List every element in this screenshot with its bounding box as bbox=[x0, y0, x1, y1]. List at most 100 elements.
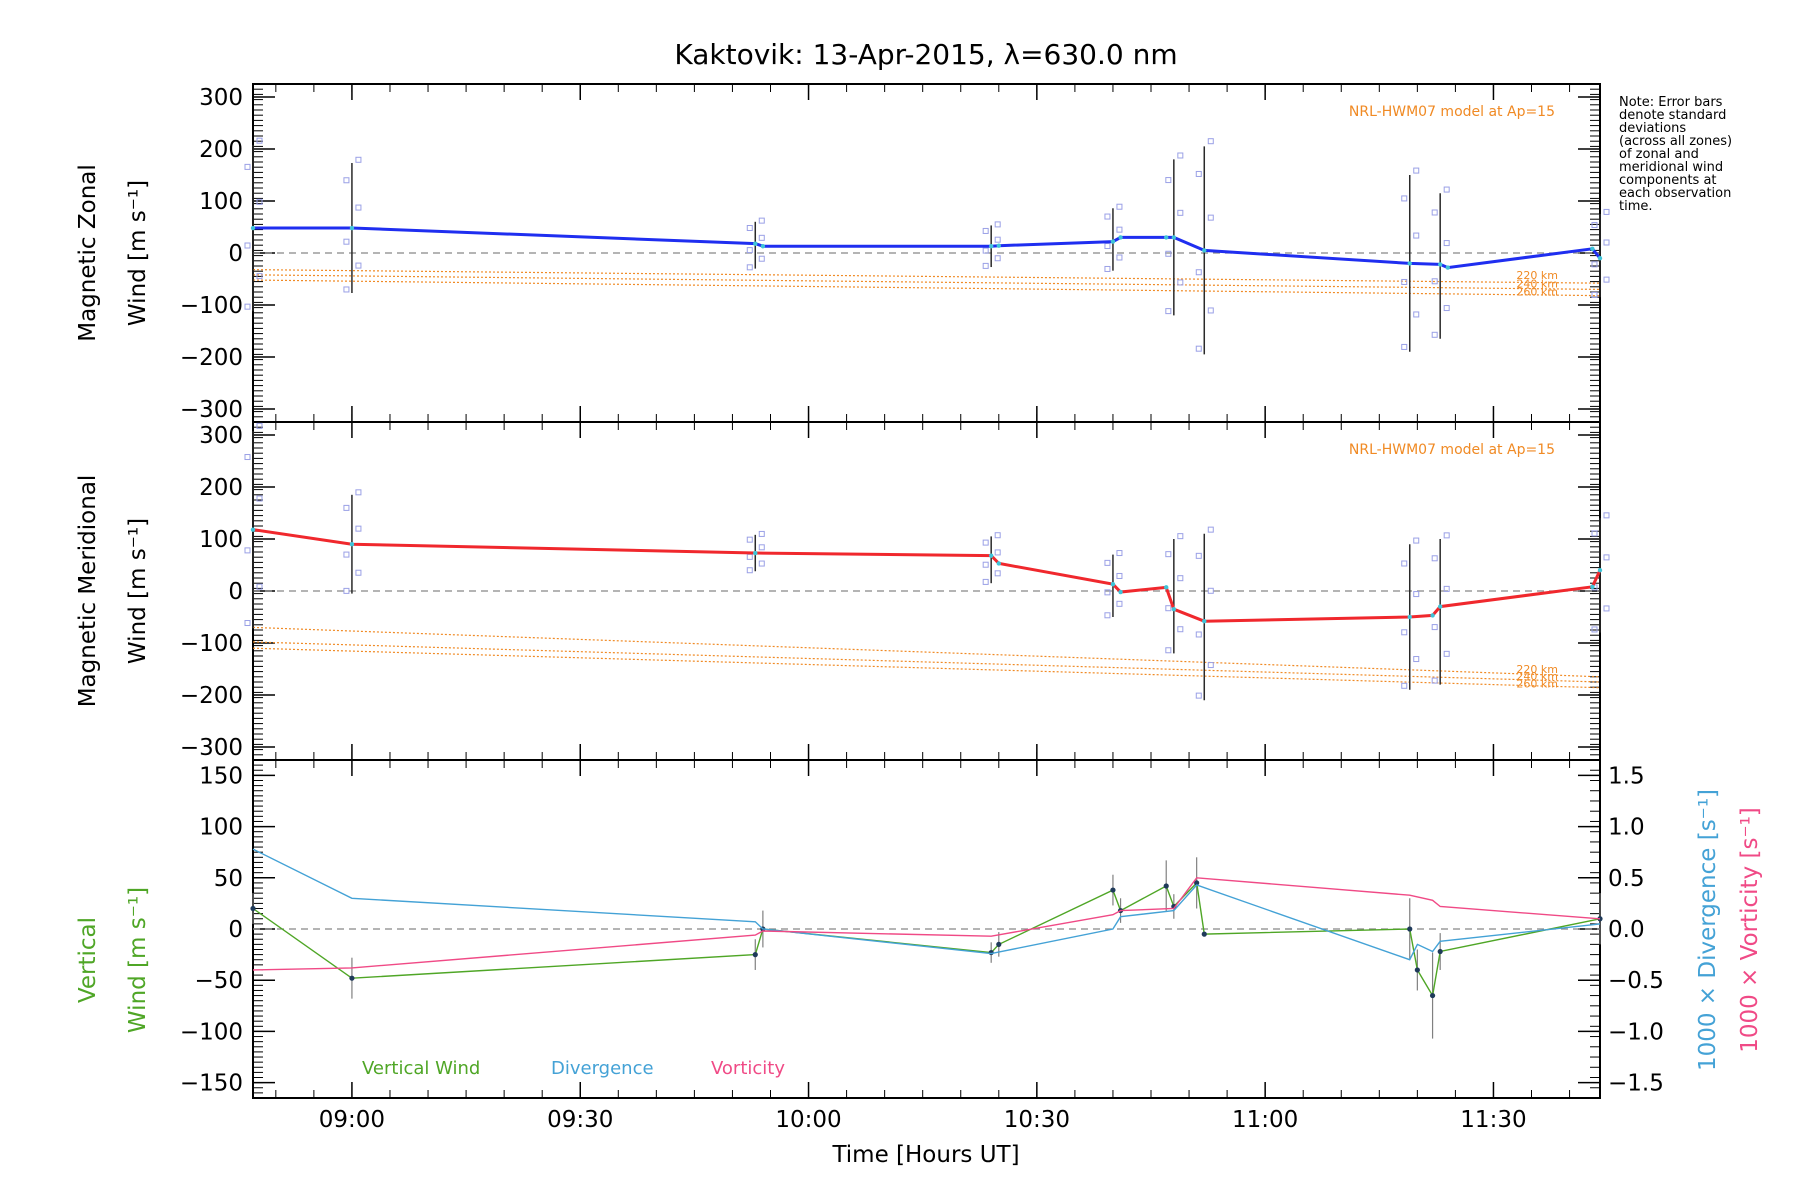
zone-marker bbox=[746, 567, 753, 574]
zone-marker bbox=[1207, 662, 1214, 669]
zone-marker bbox=[1104, 213, 1111, 220]
zone-marker bbox=[1195, 345, 1202, 352]
y-tick-label: −150 bbox=[180, 1071, 243, 1097]
y-axis-label: Vertical bbox=[75, 917, 101, 1003]
zone-marker bbox=[1413, 167, 1420, 174]
zone-marker bbox=[343, 286, 350, 293]
zone-marker bbox=[1177, 626, 1184, 633]
zone-marker bbox=[1207, 526, 1214, 533]
zone-marker bbox=[355, 569, 362, 576]
mean-point bbox=[988, 553, 994, 558]
mean-point bbox=[1164, 235, 1169, 240]
note-line: time. bbox=[1619, 199, 1653, 214]
series-line-vertical-wind bbox=[252, 881, 1601, 998]
model-line-label: 260 km bbox=[1516, 678, 1558, 691]
zone-marker bbox=[1177, 152, 1184, 159]
note-line: Note: Error bars bbox=[1619, 95, 1723, 110]
zone-marker bbox=[1443, 240, 1450, 247]
zone-marker bbox=[244, 454, 251, 461]
zone-marker bbox=[355, 156, 362, 163]
mean-point bbox=[1118, 589, 1123, 595]
mean-point bbox=[1597, 256, 1603, 261]
zone-marker bbox=[1177, 533, 1184, 540]
zone-marker bbox=[1603, 605, 1610, 612]
zone-marker bbox=[1603, 276, 1610, 283]
zone-marker bbox=[1195, 269, 1202, 276]
y-tick-label: 300 bbox=[199, 423, 243, 449]
zone-marker bbox=[1401, 278, 1408, 285]
zone-marker bbox=[1603, 554, 1610, 561]
x-tick-label: 09:00 bbox=[319, 1107, 385, 1133]
zone-marker bbox=[1591, 530, 1598, 537]
mean-point bbox=[1437, 262, 1443, 267]
mean-point bbox=[1110, 582, 1116, 587]
mean-point bbox=[1202, 248, 1207, 253]
y-tick-label: 100 bbox=[199, 527, 243, 553]
y-tick-label: −50 bbox=[194, 968, 243, 994]
zone-marker bbox=[1165, 308, 1172, 315]
mean-point bbox=[1202, 618, 1207, 624]
mean-point bbox=[1430, 613, 1435, 618]
zone-marker bbox=[1177, 279, 1184, 286]
vertical-wind-point bbox=[1437, 948, 1443, 955]
zone-marker bbox=[1603, 239, 1610, 246]
zone-marker bbox=[256, 198, 263, 205]
y2-tick-label: 0.5 bbox=[1608, 866, 1645, 892]
zone-marker bbox=[758, 560, 765, 567]
y-tick-label: 100 bbox=[199, 815, 243, 841]
zone-marker bbox=[982, 262, 989, 269]
zone-marker bbox=[1431, 555, 1438, 562]
zone-marker bbox=[256, 495, 263, 502]
note-line: meridional wind bbox=[1619, 160, 1724, 175]
mean-point bbox=[1110, 239, 1116, 244]
vertical-wind-point bbox=[996, 941, 1002, 947]
zone-marker bbox=[1413, 656, 1420, 663]
mean-point bbox=[760, 244, 766, 249]
mean-point bbox=[1164, 585, 1169, 590]
mean-point bbox=[996, 243, 1001, 248]
y-tick-label: 100 bbox=[199, 189, 243, 215]
zone-marker bbox=[1116, 572, 1123, 579]
mean-point bbox=[349, 542, 355, 547]
zone-marker bbox=[1591, 626, 1598, 633]
model-line-label: 240 km bbox=[1516, 277, 1558, 290]
zone-marker bbox=[1165, 605, 1172, 612]
zone-marker bbox=[1431, 624, 1438, 631]
zone-marker bbox=[1165, 551, 1172, 558]
zone-marker bbox=[994, 549, 1001, 556]
x-tick-label: 11:30 bbox=[1460, 1107, 1526, 1133]
zone-marker bbox=[1207, 214, 1214, 221]
vertical-wind-point bbox=[1110, 887, 1116, 893]
series-line-zonal-wind bbox=[253, 226, 1602, 270]
model-line bbox=[252, 279, 1601, 297]
zone-marker bbox=[244, 547, 251, 554]
zone-marker bbox=[244, 242, 251, 249]
model-line bbox=[252, 647, 1601, 689]
zone-marker bbox=[1431, 278, 1438, 285]
mean-point bbox=[1171, 607, 1177, 612]
zone-marker bbox=[343, 504, 350, 511]
zone-marker bbox=[1104, 589, 1111, 596]
zone-marker bbox=[1116, 203, 1123, 210]
vertical-wind-point bbox=[1414, 967, 1420, 973]
series-line-meridional-wind bbox=[252, 528, 1602, 623]
series-line-divergence bbox=[252, 848, 1601, 961]
y2-axis-label-divergence: 1000 × Divergence [s⁻¹] bbox=[1695, 789, 1721, 1071]
zone-marker bbox=[994, 570, 1001, 577]
y-tick-label: −300 bbox=[180, 397, 243, 423]
zone-marker bbox=[1431, 331, 1438, 338]
zone-marker bbox=[1603, 208, 1610, 215]
y-axis-label: Wind [m s⁻¹] bbox=[125, 887, 151, 1033]
y2-tick-label: −1.0 bbox=[1608, 1019, 1664, 1045]
y-tick-label: 200 bbox=[199, 137, 243, 163]
mean-point bbox=[1445, 265, 1450, 270]
zone-marker bbox=[355, 489, 362, 496]
zone-marker bbox=[244, 163, 251, 170]
y-axis-label: Magnetic Meridional bbox=[75, 475, 101, 708]
vertical-wind-point bbox=[1407, 926, 1413, 932]
zone-marker bbox=[1443, 585, 1450, 592]
model-label: NRL-HWM07 model at Ap=15 bbox=[1349, 442, 1555, 458]
zone-marker bbox=[1603, 512, 1610, 519]
mean-point bbox=[1118, 235, 1123, 240]
mean-point bbox=[1590, 246, 1595, 252]
